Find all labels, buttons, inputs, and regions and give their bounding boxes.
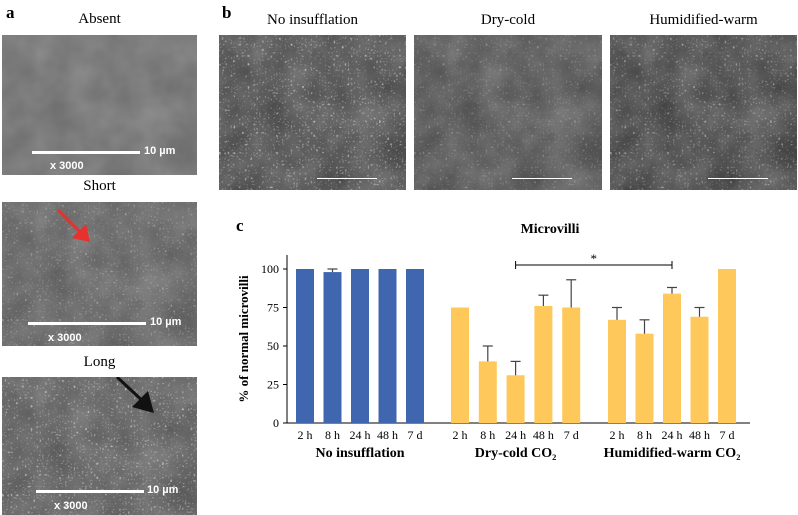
caption-short: Short bbox=[83, 178, 116, 194]
chart-title: Microvilli bbox=[521, 222, 580, 237]
scale-bar-label: 10 µm bbox=[147, 484, 179, 496]
magnification-label: x 3000 bbox=[48, 332, 82, 344]
x-tick-label: 7 d bbox=[720, 428, 735, 442]
magnification-label: x 3000 bbox=[54, 500, 88, 512]
bar bbox=[506, 375, 525, 423]
x-tick-label: 48 h bbox=[377, 428, 398, 442]
y-tick-label: 50 bbox=[267, 339, 279, 353]
x-tick-label: 8 h bbox=[325, 428, 340, 442]
x-tick-label: 7 d bbox=[408, 428, 423, 442]
significance-star: * bbox=[591, 251, 598, 266]
magnification-label: x 3000 bbox=[50, 160, 84, 172]
y-tick-label: 75 bbox=[267, 301, 279, 315]
bar bbox=[406, 269, 424, 423]
x-tick-label: 8 h bbox=[480, 428, 495, 442]
micrograph-short: 10 µm x 3000 bbox=[2, 202, 197, 346]
x-tick-label: 2 h bbox=[298, 428, 313, 442]
bar bbox=[663, 293, 681, 423]
x-tick-label: 2 h bbox=[610, 428, 625, 442]
group-label: Humidified-warm CO₂ bbox=[604, 446, 741, 461]
x-tick-label: 8 h bbox=[637, 428, 652, 442]
scale-bar-label: 10 µm bbox=[144, 145, 176, 157]
bar bbox=[534, 305, 553, 423]
x-tick-label: 24 h bbox=[350, 428, 371, 442]
micrograph-no-insufflation bbox=[219, 35, 406, 190]
group-label: Dry-cold CO₂ bbox=[475, 446, 557, 461]
y-tick-label: 0 bbox=[273, 416, 279, 430]
group-label: No insufflation bbox=[315, 446, 404, 461]
bar bbox=[323, 272, 342, 423]
bar bbox=[478, 361, 497, 423]
bar bbox=[608, 319, 626, 423]
panel-c-label: c bbox=[236, 216, 244, 235]
x-tick-label: 7 d bbox=[564, 428, 579, 442]
bar bbox=[718, 269, 736, 423]
bar bbox=[690, 316, 709, 423]
black-arrow-icon bbox=[115, 377, 154, 413]
y-tick-label: 100 bbox=[261, 262, 279, 276]
micrograph-absent: 10 µm x 3000 bbox=[2, 35, 197, 175]
x-tick-label: 2 h bbox=[453, 428, 468, 442]
x-tick-label: 48 h bbox=[689, 428, 710, 442]
micrograph-long: 10 µm x 3000 bbox=[2, 377, 197, 515]
caption-absent: Absent bbox=[78, 11, 121, 27]
caption-long: Long bbox=[83, 354, 116, 370]
y-tick-label: 25 bbox=[267, 378, 279, 392]
x-tick-label: 48 h bbox=[533, 428, 554, 442]
caption-dry-cold: Dry-cold bbox=[480, 12, 536, 28]
scale-bar-label: 10 µm bbox=[150, 316, 182, 328]
micrograph-humidified-warm bbox=[610, 35, 797, 190]
bar bbox=[635, 333, 654, 423]
panel-b-label: b bbox=[222, 3, 232, 22]
bar bbox=[296, 269, 314, 423]
x-tick-label: 24 h bbox=[505, 428, 526, 442]
red-arrow-icon bbox=[56, 208, 90, 242]
bar bbox=[451, 307, 469, 423]
micrograph-dry-cold bbox=[414, 35, 602, 190]
bar bbox=[351, 269, 369, 423]
panel-a-label: a bbox=[6, 3, 15, 22]
y-axis-label: % of normal microvilli bbox=[236, 275, 251, 403]
bar bbox=[562, 307, 581, 423]
bar bbox=[378, 269, 397, 423]
caption-no-insufflation: No insufflation bbox=[267, 12, 358, 28]
caption-humidified-warm: Humidified-warm bbox=[649, 12, 758, 28]
x-tick-label: 24 h bbox=[662, 428, 683, 442]
